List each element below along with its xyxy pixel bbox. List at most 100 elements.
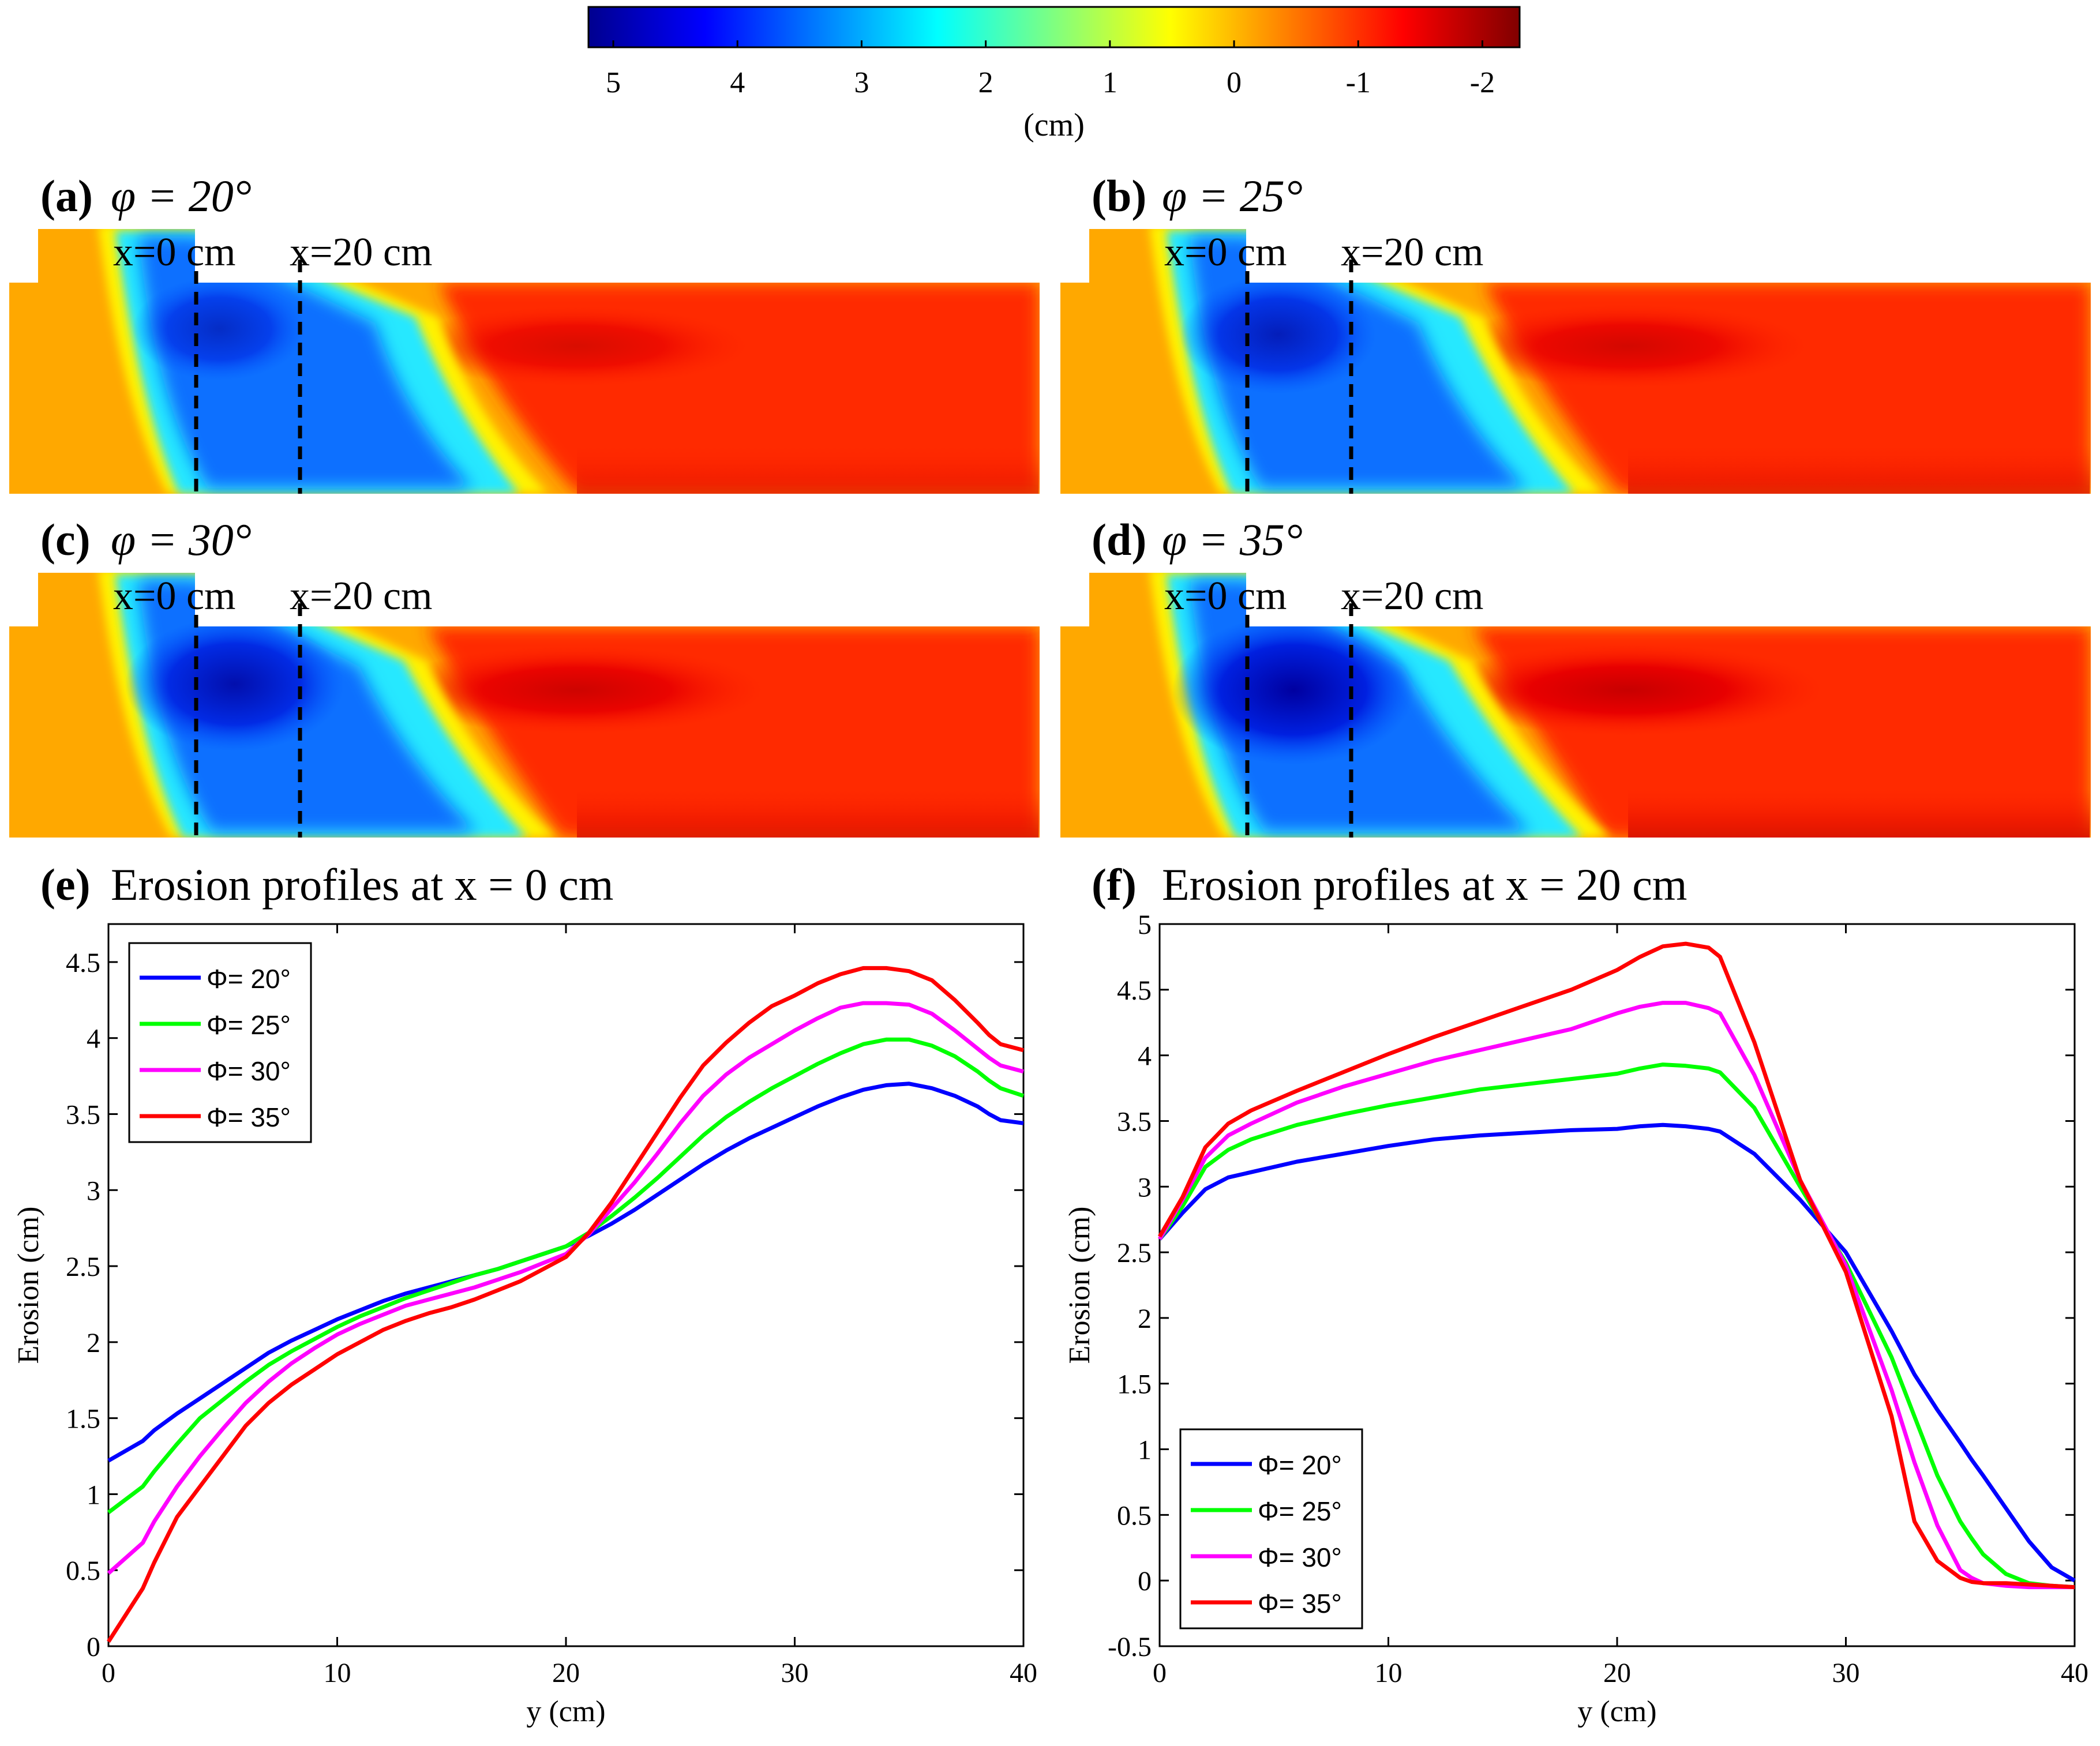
- y-axis-label: Erosion (cm): [12, 1207, 45, 1364]
- colorbar-tick-label: 1: [1102, 66, 1118, 99]
- colorbar-gradient: [587, 6, 1521, 48]
- y-tick-label: 1.5: [66, 1404, 100, 1435]
- colorbar-tick-label: -1: [1346, 66, 1371, 99]
- marker-label-x0: x=0 cm: [1164, 230, 1287, 275]
- plot-title: Erosion profiles at x = 0 cm: [111, 859, 613, 910]
- plot-panel-e: (e) Erosion profiles at x = 0 cm 0 0.5 1 1.5 2…: [12, 859, 1037, 1728]
- x-tick-label: 40: [2061, 1658, 2088, 1688]
- marker-label-x20: x=20 cm: [1341, 574, 1484, 618]
- x-tick-label: 20: [1603, 1658, 1631, 1688]
- legend-label: Φ= 20°: [1258, 1450, 1342, 1480]
- y-tick-label: 2.5: [1117, 1238, 1152, 1268]
- x-axis-label: y (cm): [526, 1695, 605, 1728]
- legend-label: Φ= 20°: [207, 964, 291, 994]
- scour-core: [133, 277, 306, 381]
- y-axis-label: Erosion (cm): [1063, 1207, 1096, 1364]
- marker-label-x20: x=20 cm: [290, 574, 433, 618]
- colorbar: 5 4 3 2 1 0 -1 -2 (cm): [587, 6, 1521, 143]
- y-tick-label: 5: [1138, 910, 1152, 940]
- y-tick-label: 3: [87, 1176, 100, 1206]
- x-tick-label: 30: [781, 1658, 809, 1688]
- plot-title: Erosion profiles at x = 20 cm: [1162, 859, 1687, 910]
- map-panel-d: (d) φ = 35° x=0 cm x=20 cm: [1060, 515, 2091, 838]
- map-panel-b: (b) φ = 25° x=0 cm x=20 cm: [1060, 171, 2091, 494]
- legend-label: Φ= 35°: [1258, 1589, 1342, 1619]
- marker-label-x0: x=0 cm: [113, 230, 236, 275]
- y-tick-label: 4.5: [1117, 975, 1152, 1006]
- deposition-bottom: [1628, 444, 2090, 494]
- y-tick-label: 0.5: [1117, 1500, 1152, 1531]
- plot-panel-label: (f): [1092, 859, 1137, 910]
- x-tick-label: 40: [1010, 1658, 1037, 1688]
- deposition-core: [1432, 644, 1824, 736]
- map-panel-title: φ = 30°: [111, 515, 252, 565]
- y-tick-label: 3.5: [66, 1099, 100, 1130]
- series-line-35: [1157, 941, 2075, 1590]
- y-tick-label: 2.5: [66, 1252, 100, 1282]
- series-line-35: [107, 966, 1024, 1643]
- map-field: [1149, 573, 2091, 838]
- marker-label-x20: x=20 cm: [290, 230, 433, 275]
- y-tick-label: -0.5: [1108, 1632, 1152, 1662]
- legend: Φ= 20° Φ= 25° Φ= 30° Φ= 35°: [1179, 1428, 1363, 1629]
- colorbar-unit: (cm): [1023, 107, 1085, 143]
- deposition-bottom: [577, 788, 1038, 838]
- map-panel-label: (c): [40, 515, 91, 565]
- y-tick-label: 1: [87, 1480, 100, 1510]
- colorbar-tick-label: 0: [1227, 66, 1242, 99]
- map-panel-a: (a) φ = 20° x=0 cm x=20 cm: [9, 171, 1040, 494]
- x-tick-label: 0: [102, 1658, 115, 1688]
- y-tick-label: 3.5: [1117, 1106, 1152, 1137]
- legend-label: Φ= 25°: [1258, 1496, 1342, 1526]
- marker-label-x0: x=0 cm: [113, 574, 236, 618]
- x-axis-label: y (cm): [1577, 1695, 1656, 1728]
- y-tick-label: 0: [1138, 1566, 1152, 1597]
- colorbar-ticks: 5 4 3 2 1 0 -1 -2: [606, 40, 1495, 99]
- colorbar-tick-label: 5: [606, 66, 621, 99]
- y-tick-label: 1: [1138, 1435, 1152, 1466]
- map-panel-label: (a): [40, 171, 93, 221]
- colorbar-tick-label: 2: [978, 66, 993, 99]
- x-tick-label: 0: [1153, 1658, 1167, 1688]
- legend-label: Φ= 30°: [1258, 1542, 1342, 1572]
- y-tick-label: 4: [87, 1024, 100, 1054]
- deposition-core: [404, 306, 750, 386]
- map-panel-title: φ = 25°: [1162, 171, 1303, 221]
- deposition-core: [1447, 303, 1809, 389]
- colorbar-tick-label: 4: [730, 66, 745, 99]
- y-tick-label: 3: [1138, 1172, 1152, 1203]
- legend-label: Φ= 35°: [207, 1102, 291, 1132]
- x-tick-label: 20: [552, 1658, 580, 1688]
- series-line-30: [1157, 1001, 2075, 1590]
- deposition-core: [388, 645, 766, 734]
- map-panel-label: (b): [1092, 171, 1146, 221]
- x-tick-label: 10: [324, 1658, 351, 1688]
- deposition-bottom: [1628, 788, 2090, 838]
- map-field: [1149, 229, 2091, 494]
- series-line-20: [1158, 1122, 2076, 1583]
- map-panel-label: (d): [1092, 515, 1146, 565]
- x-tick-label: 30: [1832, 1658, 1860, 1688]
- map-field: [98, 229, 1040, 494]
- marker-label-x0: x=0 cm: [1164, 574, 1287, 618]
- colorbar-tick-label: -2: [1470, 66, 1495, 99]
- scour-core: [1180, 275, 1377, 395]
- series-line-25: [107, 1037, 1025, 1514]
- map-panel-title: φ = 35°: [1162, 515, 1303, 565]
- plot-panel-label: (e): [40, 859, 91, 910]
- map-panel-title: φ = 20°: [111, 171, 252, 221]
- map-field: [98, 573, 1040, 838]
- y-tick-label: 0.5: [66, 1556, 100, 1586]
- map-panel-c: (c) φ = 30° x=0 cm x=20 cm: [9, 515, 1040, 838]
- plot-panel-f: (f) Erosion profiles at x = 20 cm-0.500.5…: [1063, 859, 2088, 1728]
- y-tick-label: 4.5: [66, 948, 100, 978]
- y-tick-label: 1.5: [1117, 1369, 1152, 1400]
- x-tick-label: 10: [1375, 1658, 1402, 1688]
- y-tick-label: 0: [87, 1632, 100, 1662]
- y-tick-label: 2: [1138, 1304, 1152, 1334]
- series-line-25: [1158, 1062, 2075, 1590]
- legend-label: Φ= 30°: [207, 1056, 291, 1086]
- scour-core: [125, 617, 344, 752]
- marker-label-x20: x=20 cm: [1341, 230, 1484, 275]
